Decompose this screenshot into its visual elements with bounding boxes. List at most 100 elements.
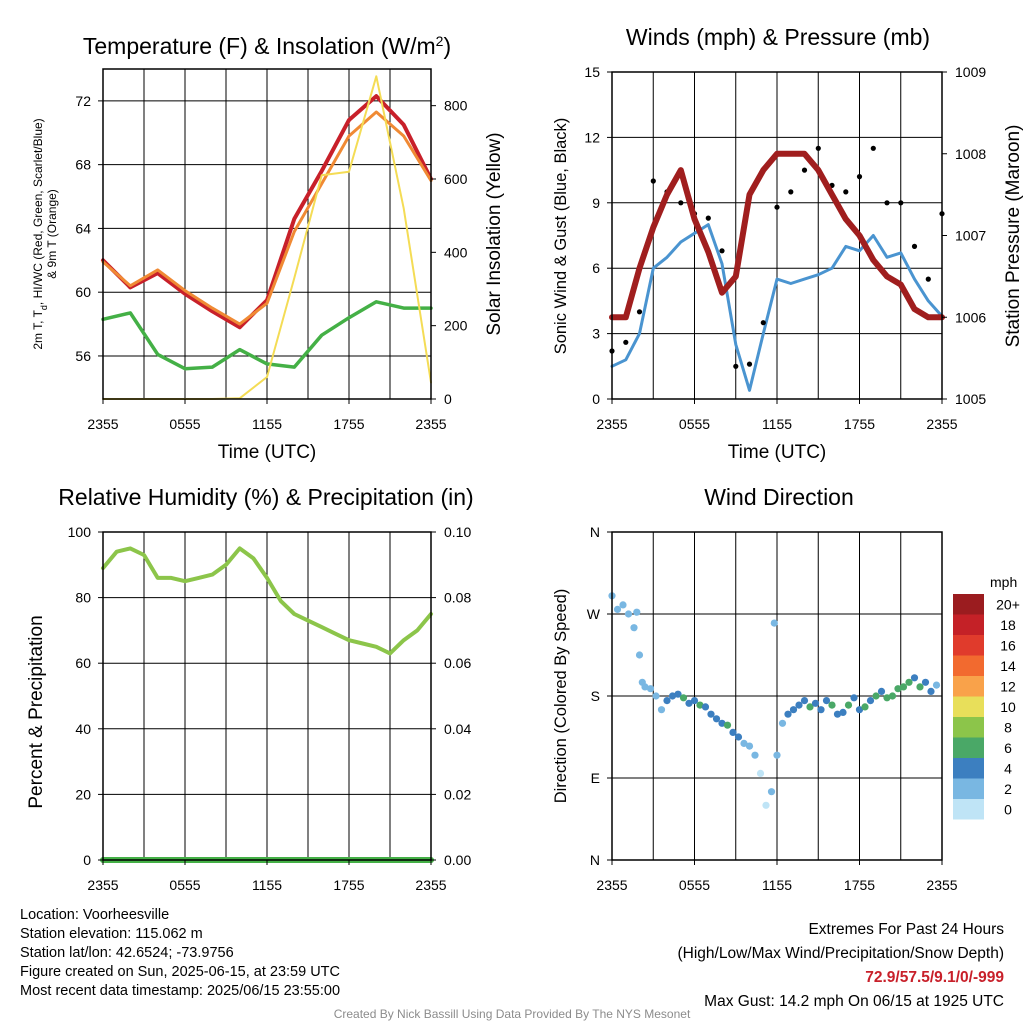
direction-point	[635, 651, 644, 659]
y-tick-label: 20	[75, 786, 91, 802]
legend-swatch	[953, 655, 984, 676]
legend-swatch	[953, 799, 984, 820]
direction-point	[927, 687, 935, 696]
y2-tick-label: 0.08	[444, 590, 471, 606]
direction-point	[679, 694, 688, 702]
direction-point	[641, 683, 649, 691]
y2-tick-label: 1009	[955, 64, 986, 80]
winds-left-ticks: 0 3 6 9 12 15	[584, 64, 612, 407]
gust-point	[815, 145, 821, 151]
humidity-left-ticks: 0 20 40 60 80 100	[68, 524, 103, 868]
direction-point	[740, 739, 748, 748]
winds-ylabel-right: Station Pressure (Maroon)	[1003, 125, 1024, 348]
direction-point	[921, 678, 930, 686]
direction-point	[861, 703, 869, 711]
elevation-text: Station elevation: 115.062 m	[20, 926, 203, 942]
recent-text: Most recent data timestamp: 2025/06/15 2…	[20, 983, 341, 999]
direction-point	[833, 710, 842, 718]
humidity-ylabel-left: Percent & Precipitation	[26, 615, 47, 808]
direction-point	[734, 733, 743, 741]
x-tick-label: 2355	[926, 877, 957, 893]
x-tick-label: 1155	[252, 416, 282, 432]
direction-point	[877, 687, 886, 696]
legend-swatch	[953, 737, 984, 758]
y-tick-label: 56	[75, 348, 91, 364]
legend-label: 2	[1004, 781, 1012, 797]
x-tick-label: 0555	[679, 877, 710, 893]
direction-point	[657, 706, 666, 714]
x-tick-label: 2355	[596, 416, 627, 432]
direction-point	[729, 728, 737, 737]
x-tick-label: 1755	[333, 416, 364, 432]
winds-right-ticks: 1005 1006 1007 1008 1009	[942, 64, 986, 407]
direction-point	[822, 697, 831, 705]
direction-point	[696, 701, 704, 709]
y2-tick-label: 0	[444, 391, 452, 407]
y-tick-label: 0	[83, 852, 91, 868]
wind-direction-ylabel-left: Direction (Colored By Speed)	[552, 589, 570, 804]
x-tick-label: 1755	[844, 877, 875, 893]
legend-label: 14	[1000, 658, 1016, 674]
gust-point	[623, 339, 629, 345]
gust-point	[788, 189, 794, 195]
direction-point	[899, 683, 908, 691]
humidity-title: Relative Humidity (%) & Precipitation (i…	[58, 484, 473, 510]
y-tick-label: W	[587, 606, 601, 622]
direction-point	[789, 706, 798, 714]
direction-point	[844, 701, 853, 709]
max-gust-text: Max Gust: 14.2 mph On 06/15 at 1925 UTC	[704, 993, 1004, 1010]
direction-point	[663, 697, 671, 705]
x-tick-label: 2355	[415, 877, 446, 893]
gust-point	[705, 215, 711, 221]
y-tick-label: S	[591, 688, 600, 704]
direction-point	[817, 706, 825, 714]
legend-label: 0	[1004, 801, 1012, 817]
temperature-ylabel-right: Solar Insolation (Yellow)	[484, 132, 505, 335]
extremes-legend: (High/Low/Max Wind/Precipitation/Snow De…	[677, 945, 1005, 962]
station-info: Location: Voorheesville Station elevatio…	[20, 906, 340, 1001]
y-tick-label: 12	[584, 129, 600, 145]
gust-point	[870, 145, 876, 151]
y-tick-label: 3	[592, 326, 600, 342]
gust-point	[760, 320, 766, 326]
gust-point	[911, 243, 918, 249]
y2-tick-label: 0.06	[444, 655, 471, 671]
legend-swatch	[953, 717, 984, 738]
gust-point	[884, 200, 890, 206]
series-station-pressure	[609, 150, 945, 321]
y-tick-label: E	[591, 770, 600, 786]
y-tick-label: N	[590, 524, 600, 540]
wind-direction-grid	[612, 532, 942, 860]
y2-tick-label: 0.02	[444, 786, 471, 802]
direction-point	[712, 715, 721, 723]
x-tick-label: 1755	[333, 877, 364, 893]
direction-point	[707, 710, 715, 718]
humidity-x-ticks: 2355 0555 1155 1755 2355	[87, 860, 447, 893]
legend-swatch	[953, 594, 984, 615]
legend-label: 12	[1000, 678, 1016, 694]
x-tick-label: 0555	[169, 416, 200, 432]
y-tick-label: 0	[592, 391, 600, 407]
temperature-series	[101, 75, 433, 400]
wind-direction-points	[608, 592, 941, 809]
wind-direction-x-ticks: 2355 0555 1155 1755 2355	[596, 860, 958, 893]
series-9m-t	[101, 110, 433, 326]
direction-point	[839, 708, 847, 717]
gust-point	[898, 200, 904, 206]
direction-point	[932, 681, 941, 689]
direction-point	[795, 701, 803, 709]
wind-direction-left-ticks: N E S W N	[587, 524, 612, 868]
y-tick-label: 64	[75, 220, 91, 236]
temperature-right-ticks: 0 200 400 600 800	[431, 98, 468, 407]
direction-point	[828, 701, 836, 709]
direction-point	[806, 703, 814, 711]
location-text: Location: Voorheesville	[20, 907, 170, 923]
y2-tick-label: 1008	[955, 146, 986, 162]
legend-label: 8	[1004, 719, 1012, 735]
y2-tick-label: 200	[444, 318, 468, 334]
legend-swatch	[953, 614, 984, 635]
direction-point	[624, 610, 633, 618]
winds-ylabel-left: Sonic Wind & Gust (Blue, Black)	[552, 118, 570, 355]
gust-point	[856, 174, 863, 180]
